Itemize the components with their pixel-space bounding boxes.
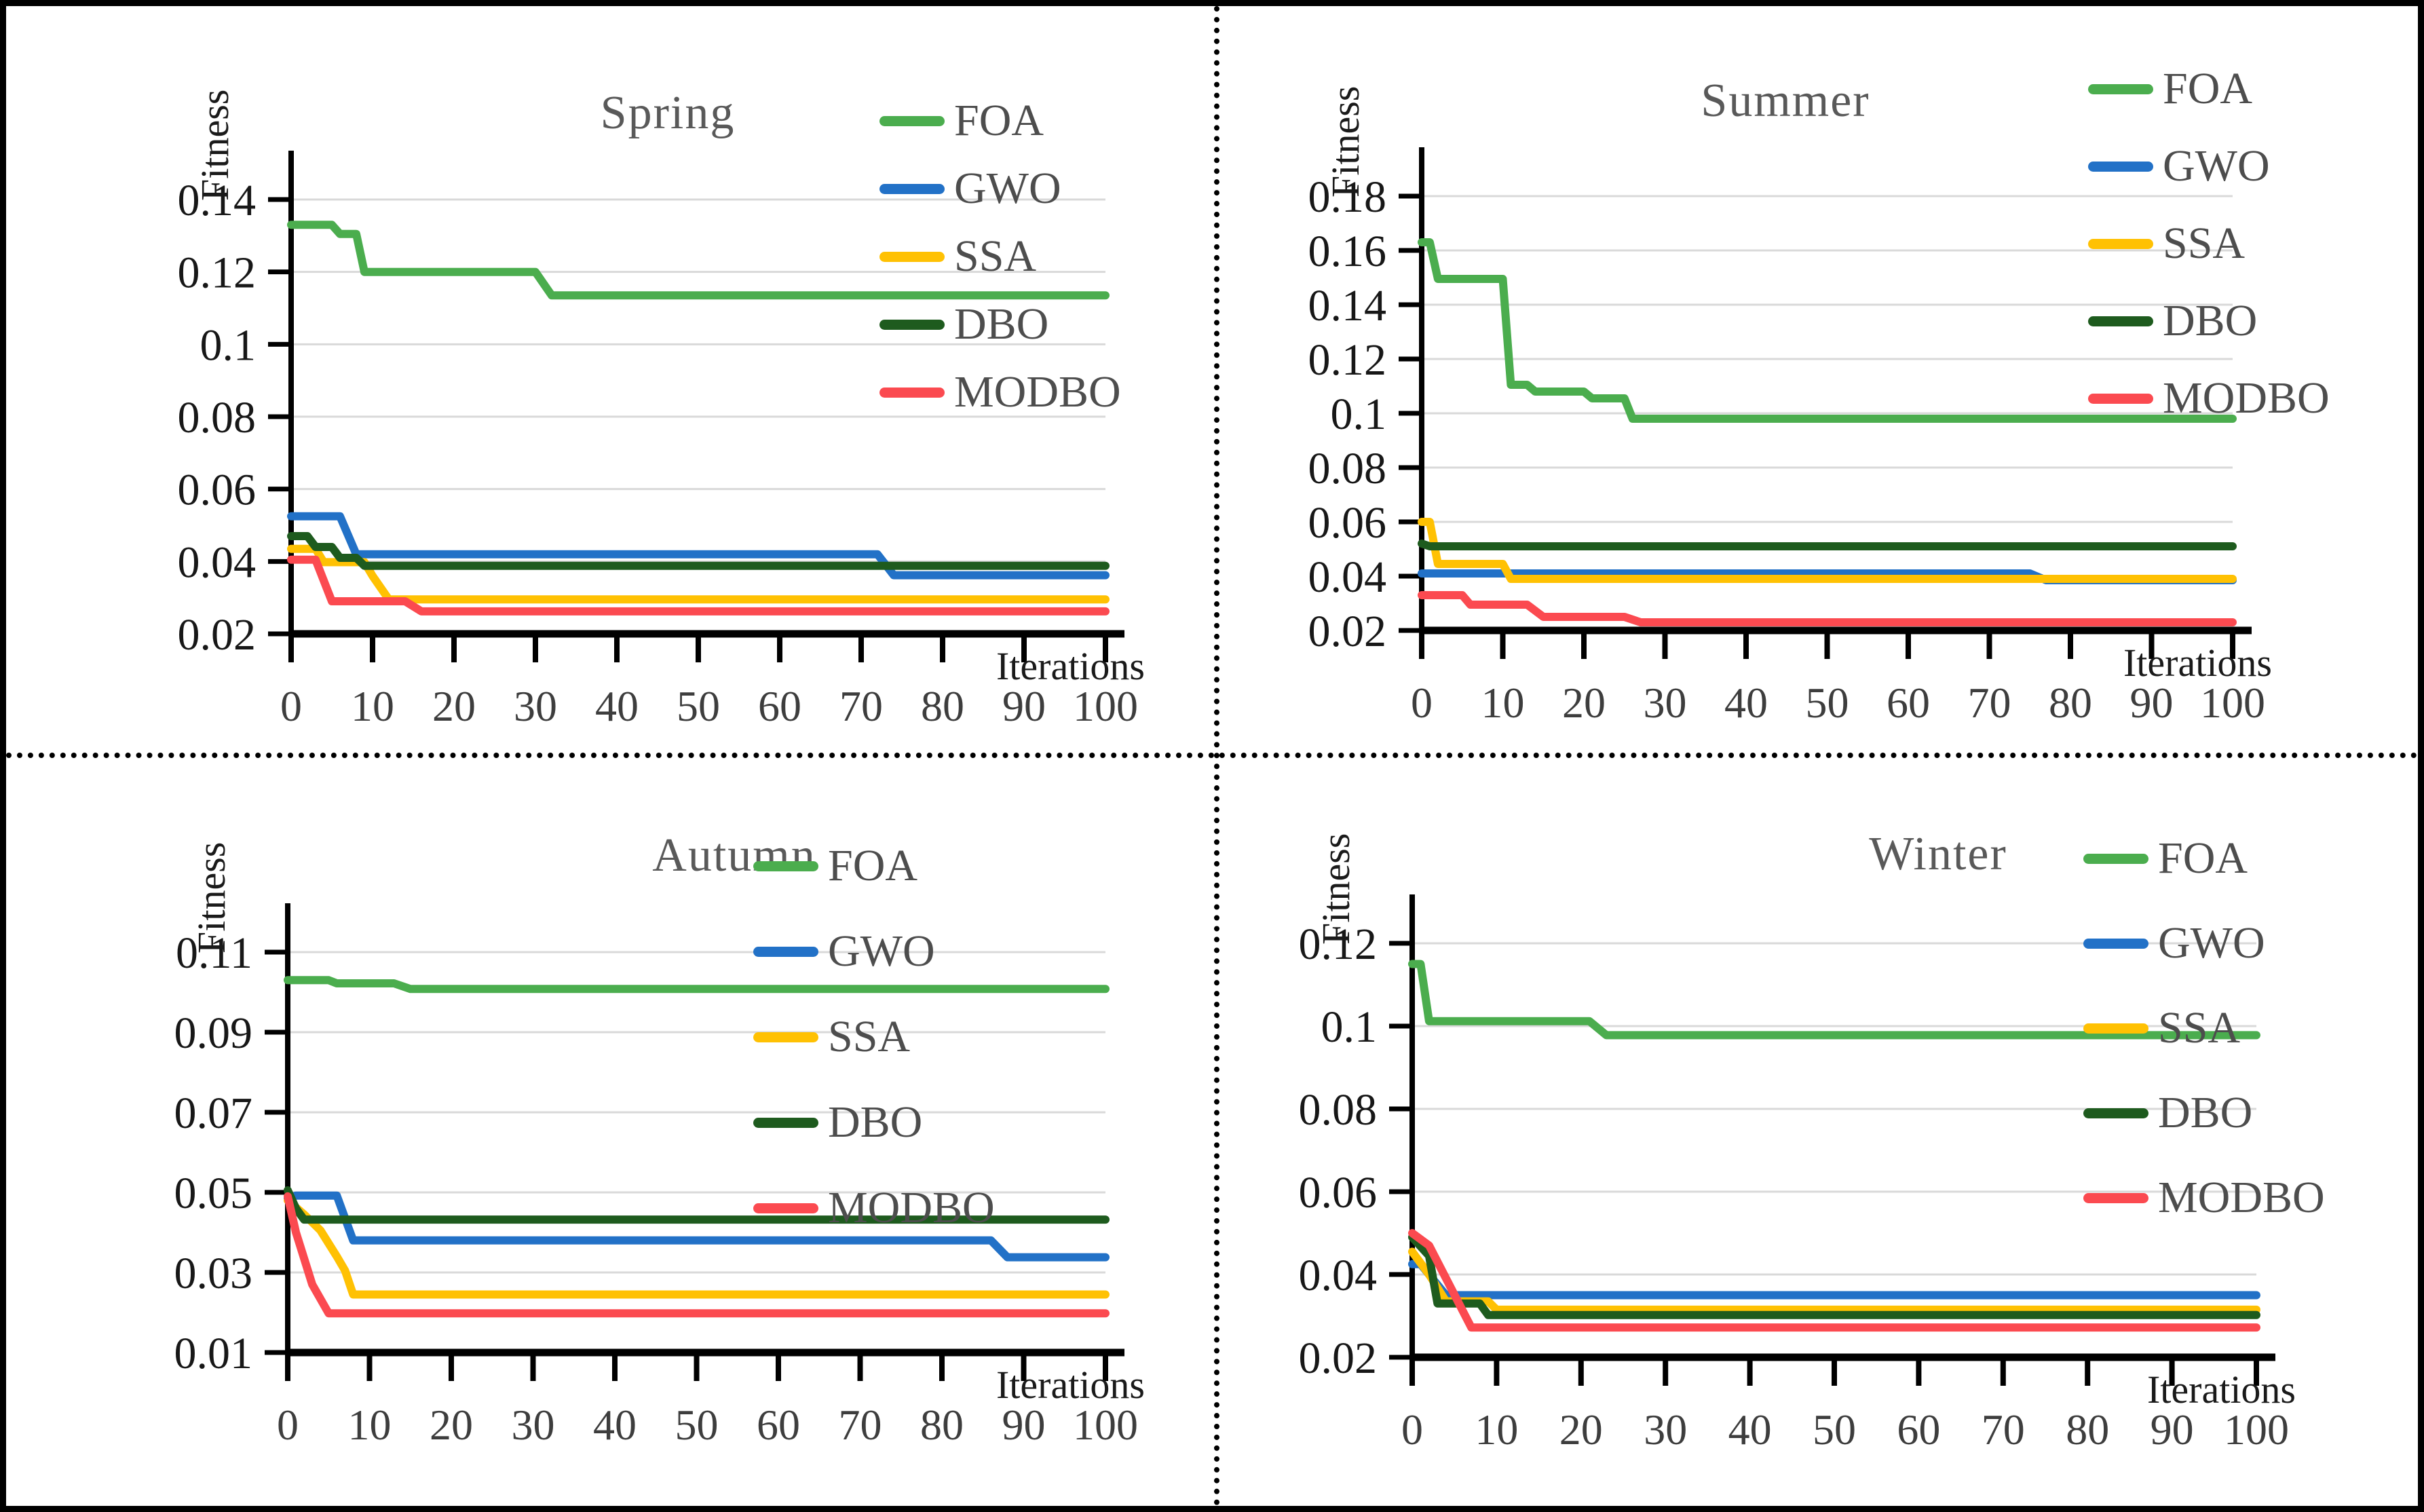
svg-text:70: 70: [1982, 1405, 2025, 1454]
winter-chart: 0.12 0.1 0.08 0.06 0.04 0.02 0 10 20 30 40 50 60 70 80…: [1299, 894, 2289, 1454]
horizontal-dotted-divider: [6, 753, 2418, 758]
svg-text:50: 50: [677, 682, 720, 730]
x-axis-label: Iterations: [996, 644, 1145, 688]
svg-text:30: 30: [514, 682, 557, 730]
panel-title: Spring: [600, 87, 736, 139]
svg-text:0.06: 0.06: [1308, 498, 1387, 548]
spring-chart: 0.14 0.12 0.1 0.08 0.06 0.04 0.02 0 10 20 30 40 50 60…: [178, 151, 1138, 730]
svg-text:0.02: 0.02: [178, 610, 257, 660]
svg-text:0.05: 0.05: [174, 1169, 253, 1218]
panel-autumn: 0.11 0.09 0.07 0.05 0.03 0.01 0 10 20 30 40 50 60 70 8…: [6, 755, 1213, 1506]
svg-text:60: 60: [757, 1401, 800, 1449]
svg-text:0.02: 0.02: [1308, 607, 1387, 656]
svg-text:0.09: 0.09: [174, 1008, 253, 1058]
x-axis-label: Iterations: [2123, 641, 2272, 685]
svg-text:90: 90: [1002, 1401, 1046, 1449]
svg-text:0.1: 0.1: [1331, 390, 1387, 439]
svg-text:90: 90: [2130, 679, 2174, 727]
svg-text:50: 50: [675, 1401, 719, 1449]
svg-text:60: 60: [1897, 1405, 1940, 1454]
svg-text:30: 30: [1644, 679, 1687, 727]
svg-text:20: 20: [430, 1401, 473, 1449]
svg-text:40: 40: [1724, 679, 1768, 727]
svg-text:90: 90: [2151, 1405, 2194, 1454]
svg-text:100: 100: [2200, 679, 2265, 727]
svg-text:0: 0: [280, 682, 302, 730]
svg-text:0.03: 0.03: [174, 1249, 253, 1298]
svg-text:10: 10: [1481, 679, 1525, 727]
svg-text:0.06: 0.06: [178, 466, 257, 515]
svg-text:50: 50: [1806, 679, 1849, 727]
svg-text:0.14: 0.14: [1308, 281, 1387, 330]
svg-text:0.16: 0.16: [1308, 227, 1387, 276]
svg-text:20: 20: [1559, 1405, 1603, 1454]
svg-text:0.14: 0.14: [178, 176, 257, 225]
svg-text:30: 30: [1644, 1405, 1687, 1454]
autumn-chart: 0.11 0.09 0.07 0.05 0.03 0.01 0 10 20 30 40 50 60 70 8…: [174, 903, 1138, 1449]
y-axis-label: Fitness: [193, 89, 237, 201]
svg-text:0.12: 0.12: [1299, 920, 1378, 969]
svg-text:60: 60: [1887, 679, 1930, 727]
svg-text:80: 80: [921, 682, 964, 730]
svg-text:50: 50: [1813, 1405, 1856, 1454]
svg-text:40: 40: [595, 682, 639, 730]
panel-winter: 0.12 0.1 0.08 0.06 0.04 0.02 0 10 20 30 40 50 60 70 80…: [1218, 755, 2418, 1506]
y-axis-label: Fitness: [1314, 833, 1358, 945]
y-axis-label: Fitness: [189, 842, 233, 953]
svg-text:0: 0: [277, 1401, 299, 1449]
svg-text:10: 10: [348, 1401, 392, 1449]
svg-text:0.08: 0.08: [1308, 444, 1387, 493]
svg-text:0: 0: [1401, 1405, 1423, 1454]
svg-text:80: 80: [2066, 1405, 2109, 1454]
svg-text:0.1: 0.1: [200, 320, 257, 370]
y-axis-label: Fitness: [1323, 86, 1367, 197]
svg-text:0.04: 0.04: [1308, 552, 1387, 602]
svg-text:10: 10: [351, 682, 394, 730]
panel-title: Winter: [1869, 828, 2007, 880]
svg-text:0.18: 0.18: [1308, 172, 1387, 222]
svg-text:0.06: 0.06: [1299, 1168, 1378, 1217]
svg-text:0.07: 0.07: [174, 1089, 253, 1138]
svg-text:80: 80: [2049, 679, 2092, 727]
svg-text:0.08: 0.08: [1299, 1085, 1378, 1135]
svg-text:80: 80: [920, 1401, 964, 1449]
svg-text:10: 10: [1475, 1405, 1518, 1454]
svg-text:0.01: 0.01: [174, 1329, 253, 1378]
svg-text:0: 0: [1411, 679, 1433, 727]
svg-text:0.08: 0.08: [178, 393, 257, 442]
panel-summer: 0.18 0.16 0.14 0.12 0.1 0.08 0.06 0.04 0.02 0 10 20…: [1218, 6, 2418, 757]
svg-text:0.04: 0.04: [1299, 1251, 1378, 1300]
svg-text:0.04: 0.04: [178, 537, 257, 587]
panel-title: Summer: [1701, 75, 1870, 127]
summer-chart: 0.18 0.16 0.14 0.12 0.1 0.08 0.060.04 0.02 0 10 20…: [1308, 147, 2265, 727]
svg-text:0.1: 0.1: [1321, 1002, 1378, 1052]
svg-text:70: 70: [839, 682, 883, 730]
panel-title: Autumn: [652, 829, 816, 882]
svg-text:100: 100: [1073, 682, 1138, 730]
svg-text:40: 40: [593, 1401, 637, 1449]
svg-text:100: 100: [1073, 1401, 1138, 1449]
x-axis-label: Iterations: [2146, 1367, 2296, 1412]
svg-text:0.12: 0.12: [1308, 335, 1387, 385]
svg-text:70: 70: [1968, 679, 2011, 727]
x-axis-label: Iterations: [996, 1363, 1145, 1407]
svg-text:70: 70: [839, 1401, 882, 1449]
svg-text:20: 20: [1562, 679, 1606, 727]
svg-text:0.11: 0.11: [176, 928, 252, 978]
panel-spring: 0.14 0.12 0.1 0.08 0.06 0.04 0.02 0 10 20 30 40 50 60…: [6, 6, 1213, 757]
svg-text:30: 30: [512, 1401, 555, 1449]
svg-text:60: 60: [758, 682, 801, 730]
svg-text:20: 20: [432, 682, 476, 730]
svg-text:100: 100: [2224, 1405, 2289, 1454]
svg-text:40: 40: [1728, 1405, 1772, 1454]
svg-text:0.12: 0.12: [178, 248, 257, 298]
svg-text:0.02: 0.02: [1299, 1334, 1378, 1383]
svg-text:90: 90: [1002, 682, 1046, 730]
